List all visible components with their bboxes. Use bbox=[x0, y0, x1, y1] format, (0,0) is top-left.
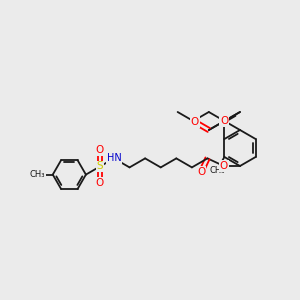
Text: S: S bbox=[97, 161, 103, 172]
Text: O: O bbox=[96, 145, 104, 155]
Text: O: O bbox=[220, 116, 229, 126]
Text: HN: HN bbox=[106, 153, 121, 164]
Text: O: O bbox=[197, 167, 205, 177]
Text: O: O bbox=[191, 117, 199, 127]
Text: O: O bbox=[220, 161, 228, 171]
Text: CH₃: CH₃ bbox=[209, 166, 224, 175]
Text: CH₃: CH₃ bbox=[30, 170, 45, 179]
Text: O: O bbox=[96, 178, 104, 188]
